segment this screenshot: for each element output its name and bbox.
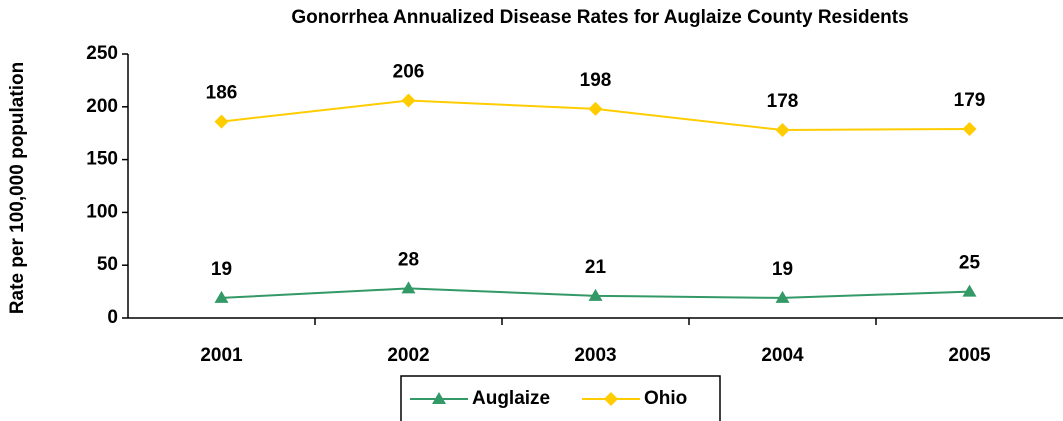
data-label: 179 bbox=[954, 90, 986, 111]
data-label: 28 bbox=[398, 249, 419, 270]
data-label: 25 bbox=[959, 253, 981, 274]
marker bbox=[588, 101, 603, 116]
marker bbox=[775, 123, 790, 138]
y-tick-label: 150 bbox=[86, 149, 118, 170]
legend-label: Auglaize bbox=[472, 388, 550, 409]
y-tick-label: 250 bbox=[86, 43, 118, 64]
data-label: 198 bbox=[580, 70, 612, 91]
x-tick-label: 2002 bbox=[387, 345, 429, 366]
x-tick-label: 2001 bbox=[200, 345, 243, 366]
data-label: 19 bbox=[211, 259, 232, 280]
marker bbox=[588, 288, 603, 301]
marker bbox=[401, 93, 416, 108]
data-label: 178 bbox=[767, 91, 799, 112]
marker bbox=[432, 392, 446, 404]
data-label: 19 bbox=[772, 259, 793, 280]
marker bbox=[962, 284, 977, 297]
chart-title: Gonorrhea Annualized Disease Rates for A… bbox=[291, 7, 908, 28]
y-tick-label: 0 bbox=[107, 307, 118, 328]
x-tick-label: 2004 bbox=[761, 345, 804, 366]
x-tick-label: 2003 bbox=[574, 345, 616, 366]
marker bbox=[775, 290, 790, 303]
data-label: 186 bbox=[206, 83, 238, 104]
data-label: 21 bbox=[585, 257, 607, 278]
y-axis-label: Rate per 100,000 population bbox=[7, 62, 28, 314]
y-tick-label: 200 bbox=[86, 96, 118, 117]
data-label: 206 bbox=[393, 61, 425, 82]
y-tick-label: 50 bbox=[97, 254, 118, 275]
marker bbox=[214, 290, 229, 303]
x-tick-label: 2005 bbox=[948, 345, 991, 366]
legend-label: Ohio bbox=[644, 388, 687, 409]
marker bbox=[604, 392, 618, 406]
marker bbox=[401, 281, 416, 294]
y-tick-label: 100 bbox=[86, 201, 118, 222]
marker bbox=[962, 121, 977, 136]
marker bbox=[214, 114, 229, 129]
